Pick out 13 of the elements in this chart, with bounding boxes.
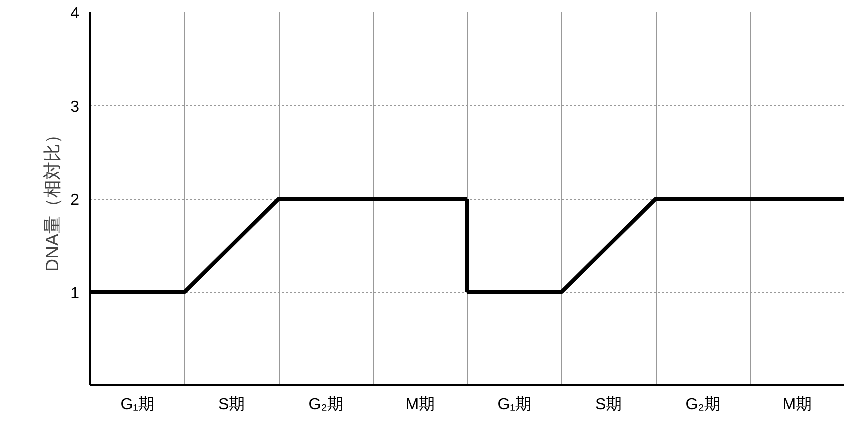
x-tick-label: G₁期 (120, 396, 155, 414)
x-tick-label: M期 (406, 396, 436, 414)
x-tick-label: G₂期 (308, 396, 344, 414)
y-tick-label: 3 (70, 98, 80, 116)
y-tick-label: 1 (70, 285, 80, 302)
x-tick-label: M期 (782, 396, 812, 414)
x-tick-label: G₁期 (498, 396, 532, 414)
x-tick-label: G₂期 (686, 396, 720, 414)
y-tick-label: 4 (70, 6, 80, 22)
x-tick-label: S期 (218, 396, 246, 414)
y-tick-label: 2 (70, 192, 80, 209)
x-tick-label: S期 (596, 396, 622, 414)
y-axis-title: DNA量（相対比） (42, 126, 63, 272)
